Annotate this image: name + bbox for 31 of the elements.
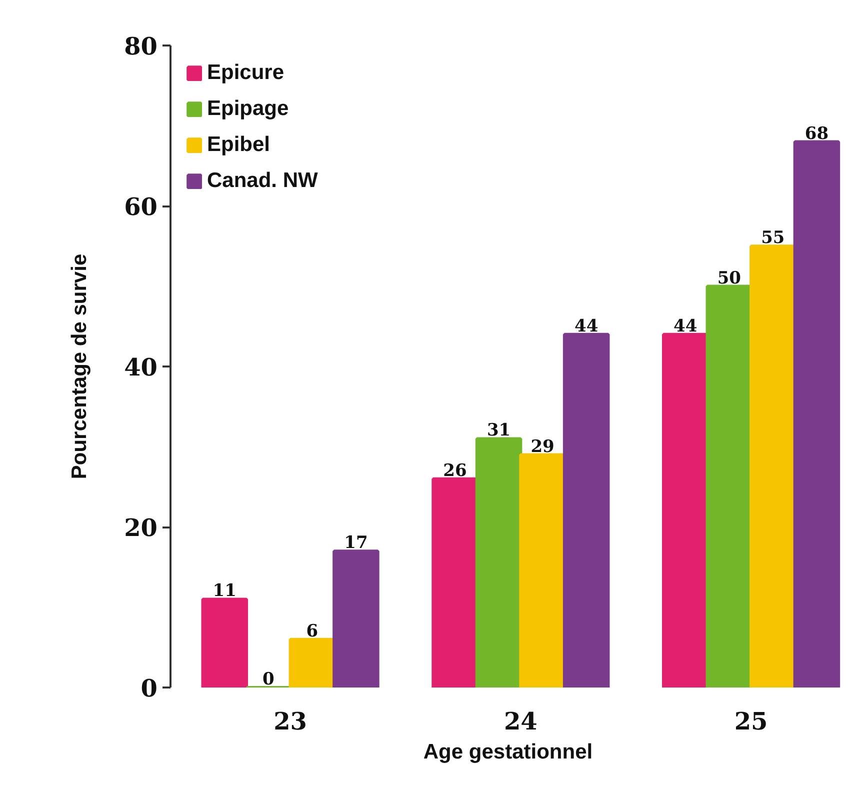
data-label: 26 [443,460,467,481]
data-label: 44 [574,316,598,336]
data-label: 68 [804,124,829,144]
bar [332,550,380,688]
legend-label: Epipage [207,97,289,121]
data-label: 55 [761,228,785,248]
bar [201,598,248,688]
bar [475,437,522,688]
x-tick-label: 25 [734,706,768,736]
legend-label: Epibel [207,133,270,157]
y-tick-label: 60 [124,192,158,221]
data-label: 50 [717,268,742,288]
bar [793,140,840,688]
x-axis-title: Age gestationnel [423,740,593,764]
y-tick-label: 20 [124,513,158,542]
data-label: 29 [530,436,554,457]
x-tick-label: 24 [504,706,538,736]
y-tick-label: 80 [124,32,158,60]
y-tick-label: 40 [124,352,158,382]
data-label: 17 [344,533,368,554]
x-tick-label: 23 [274,706,307,736]
data-label: 6 [306,621,318,642]
data-label: 31 [486,420,511,441]
data-label: 44 [674,316,698,336]
legend-label: Epicure [207,61,284,85]
data-label: 11 [212,581,236,602]
y-tick-label: 0 [140,674,158,702]
legend-label: Canad. NW [207,169,318,193]
y-axis-title: Pourcentage de survie [68,254,92,480]
data-label: 0 [262,670,274,690]
bar [562,332,610,688]
